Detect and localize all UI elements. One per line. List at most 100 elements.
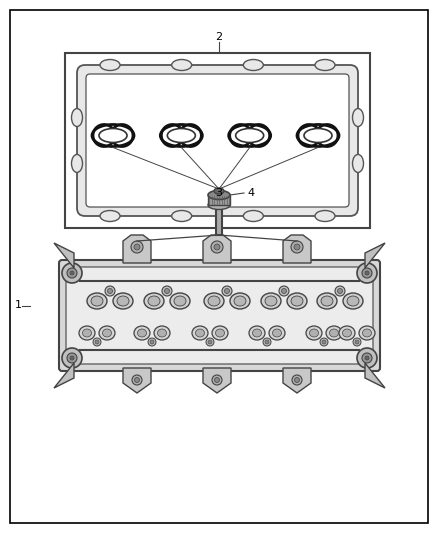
Circle shape xyxy=(247,125,270,147)
Circle shape xyxy=(95,340,99,344)
Circle shape xyxy=(316,125,338,147)
Ellipse shape xyxy=(91,296,103,306)
Ellipse shape xyxy=(315,211,335,222)
Text: 1: 1 xyxy=(14,301,21,311)
Circle shape xyxy=(222,286,232,296)
Ellipse shape xyxy=(204,293,224,309)
Ellipse shape xyxy=(172,211,192,222)
Bar xyxy=(104,128,122,142)
Polygon shape xyxy=(365,243,385,268)
Circle shape xyxy=(111,125,133,147)
Ellipse shape xyxy=(192,326,208,340)
Circle shape xyxy=(362,353,372,363)
Circle shape xyxy=(292,375,302,385)
Circle shape xyxy=(115,128,129,142)
Circle shape xyxy=(62,263,82,283)
Ellipse shape xyxy=(353,109,364,126)
Ellipse shape xyxy=(99,326,115,340)
Circle shape xyxy=(206,338,214,346)
Ellipse shape xyxy=(343,293,363,309)
Circle shape xyxy=(215,377,219,383)
Polygon shape xyxy=(54,363,74,388)
Circle shape xyxy=(320,128,334,142)
Circle shape xyxy=(233,128,247,142)
Ellipse shape xyxy=(261,293,281,309)
FancyBboxPatch shape xyxy=(59,260,380,371)
Ellipse shape xyxy=(326,326,342,340)
Circle shape xyxy=(263,338,271,346)
Polygon shape xyxy=(123,368,151,393)
Ellipse shape xyxy=(71,109,82,126)
Circle shape xyxy=(208,340,212,344)
Circle shape xyxy=(294,244,300,250)
Circle shape xyxy=(165,288,170,294)
Circle shape xyxy=(225,288,230,294)
Ellipse shape xyxy=(113,293,133,309)
Circle shape xyxy=(62,348,82,368)
Bar xyxy=(172,128,191,142)
Ellipse shape xyxy=(339,326,355,340)
Ellipse shape xyxy=(158,329,166,337)
Bar xyxy=(208,195,230,205)
Circle shape xyxy=(70,271,74,275)
Ellipse shape xyxy=(208,200,230,209)
Ellipse shape xyxy=(148,296,160,306)
Ellipse shape xyxy=(138,329,146,337)
Circle shape xyxy=(357,263,377,283)
Ellipse shape xyxy=(82,329,92,337)
Bar xyxy=(65,53,370,228)
Ellipse shape xyxy=(321,296,333,306)
Circle shape xyxy=(105,286,115,296)
Circle shape xyxy=(211,241,223,253)
Circle shape xyxy=(107,288,113,294)
Polygon shape xyxy=(203,235,231,263)
Circle shape xyxy=(134,244,140,250)
Circle shape xyxy=(93,125,115,147)
Circle shape xyxy=(362,268,372,278)
Ellipse shape xyxy=(100,211,120,222)
Circle shape xyxy=(353,338,361,346)
Ellipse shape xyxy=(272,329,282,337)
Ellipse shape xyxy=(329,329,339,337)
Ellipse shape xyxy=(287,293,307,309)
Polygon shape xyxy=(365,363,385,388)
Ellipse shape xyxy=(306,326,322,340)
FancyBboxPatch shape xyxy=(66,267,373,364)
Ellipse shape xyxy=(154,326,170,340)
Polygon shape xyxy=(123,235,151,263)
Ellipse shape xyxy=(195,329,205,337)
Circle shape xyxy=(214,244,220,250)
Circle shape xyxy=(150,340,154,344)
Circle shape xyxy=(212,375,222,385)
Ellipse shape xyxy=(208,190,230,199)
Circle shape xyxy=(365,271,369,275)
FancyBboxPatch shape xyxy=(86,74,349,207)
Polygon shape xyxy=(283,368,311,393)
Ellipse shape xyxy=(315,60,335,70)
Circle shape xyxy=(67,268,77,278)
Ellipse shape xyxy=(244,60,263,70)
Circle shape xyxy=(355,340,359,344)
Polygon shape xyxy=(54,243,74,268)
Ellipse shape xyxy=(249,326,265,340)
Circle shape xyxy=(279,286,289,296)
Ellipse shape xyxy=(347,296,359,306)
Circle shape xyxy=(70,356,74,360)
Ellipse shape xyxy=(230,293,250,309)
Ellipse shape xyxy=(208,296,220,306)
Ellipse shape xyxy=(102,329,112,337)
Circle shape xyxy=(335,286,345,296)
Circle shape xyxy=(93,338,101,346)
Circle shape xyxy=(357,348,377,368)
Circle shape xyxy=(282,288,286,294)
Ellipse shape xyxy=(291,296,303,306)
Circle shape xyxy=(97,128,111,142)
Ellipse shape xyxy=(317,293,337,309)
Circle shape xyxy=(252,128,266,142)
Circle shape xyxy=(165,128,179,142)
Ellipse shape xyxy=(174,296,186,306)
Circle shape xyxy=(230,125,252,147)
Ellipse shape xyxy=(172,60,192,70)
Ellipse shape xyxy=(134,326,150,340)
Ellipse shape xyxy=(343,329,352,337)
